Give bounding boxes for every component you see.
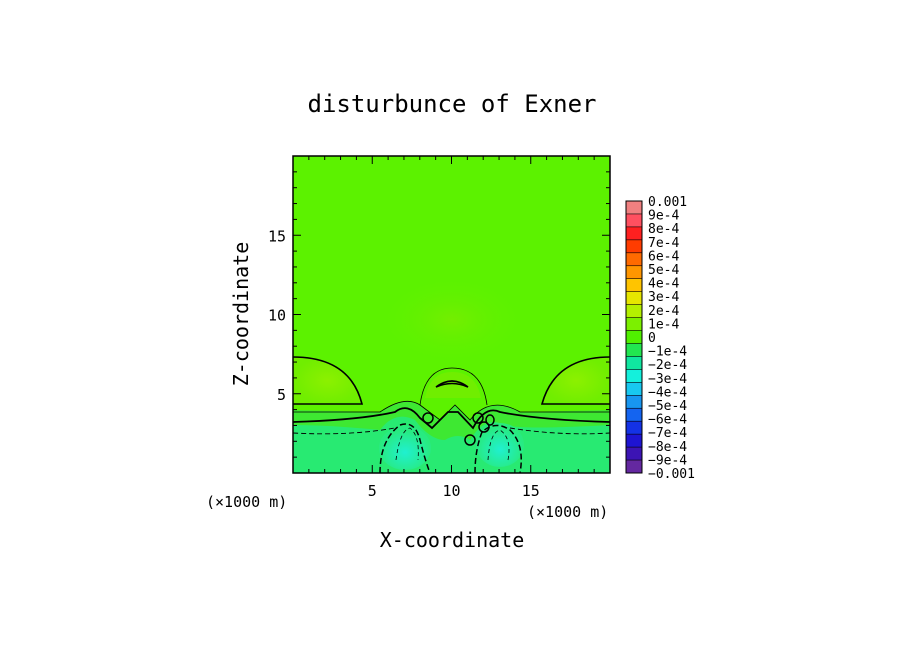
colorbar-label: −9e-4 (648, 453, 687, 468)
colorbar-label: 6e-4 (648, 249, 679, 264)
colorbar-swatch (626, 252, 642, 267)
y-tick-label: 15 (268, 227, 286, 245)
contour-line (293, 356, 364, 405)
contour-line (293, 400, 610, 421)
x-unit-label: (×1000 m) (206, 493, 287, 511)
contour-line (472, 412, 484, 424)
colorbar-label: 0 (648, 331, 656, 346)
contour-line (293, 427, 610, 435)
left-negative-cell (379, 426, 431, 470)
right-positive-lobe (542, 357, 610, 404)
colorbar-label: −2e-4 (648, 358, 687, 373)
colorbar-swatch (626, 330, 642, 344)
x-tick-label: 10 (442, 482, 460, 500)
colorbar-swatch (626, 278, 642, 293)
colorbar-label: −3e-4 (648, 372, 687, 387)
colorbar-label: 4e-4 (648, 277, 679, 292)
contour-line (435, 380, 469, 388)
colorbar-label: 9e-4 (648, 209, 679, 224)
colorbar-swatch (626, 369, 642, 383)
x-tick-labels: 5 10 15 (368, 482, 540, 500)
colorbar (626, 201, 642, 474)
y-tick-label: 10 (268, 307, 286, 325)
contour-line (419, 367, 488, 406)
left-positive-lobe (293, 357, 362, 404)
colorbar-swatch (626, 201, 642, 215)
colorbar-label: −0.001 (648, 467, 695, 482)
x-tick-label: 15 (522, 482, 540, 500)
colorbar-swatch (626, 434, 642, 448)
colorbar-label: −7e-4 (648, 426, 687, 441)
colorbar-label: 0.001 (648, 195, 687, 210)
colorbar-label: 1e-4 (648, 317, 679, 332)
colorbar-swatch (626, 356, 642, 370)
x-tick-label: 5 (368, 482, 377, 500)
colorbar-swatch (626, 460, 642, 474)
colorbar-label: −1e-4 (648, 345, 687, 360)
colorbar-swatch (626, 226, 642, 241)
colorbar-swatch (626, 239, 642, 254)
contour-line (422, 412, 434, 424)
colorbar-swatch (626, 421, 642, 435)
colorbar-swatch (626, 213, 642, 228)
colorbar-label: 3e-4 (648, 290, 679, 305)
colorbar-swatch (626, 304, 642, 319)
y-tick-labels: 5 10 15 (268, 227, 286, 404)
axis-ticks (293, 156, 610, 473)
colorbar-swatch (626, 382, 642, 396)
right-negative-cell (476, 423, 524, 467)
upper-positive-lobe (377, 275, 527, 365)
colorbar-swatch (626, 447, 642, 461)
colorbar-swatch (626, 343, 642, 357)
colorbar-labels: 0.0019e-48e-47e-46e-45e-44e-43e-42e-41e-… (648, 195, 695, 482)
contour-line (395, 427, 419, 461)
z-unit-label: (×1000 m) (527, 503, 608, 521)
colorbar-label: 2e-4 (648, 304, 679, 319)
colorbar-label: 7e-4 (648, 236, 679, 251)
colorbar-swatch (626, 265, 642, 280)
colorbar-label: 5e-4 (648, 263, 679, 278)
chart-title: disturbunce of Exner (308, 90, 597, 118)
colorbar-swatch (626, 395, 642, 409)
y-axis-label: Z-coordinate (229, 242, 253, 387)
colorbar-label: −6e-4 (648, 413, 687, 428)
colorbar-label: −4e-4 (648, 385, 687, 400)
colorbar-swatch (626, 408, 642, 422)
contour-line (379, 423, 431, 473)
contour-line (464, 434, 476, 446)
contour-line (540, 356, 610, 405)
colorbar-swatch (626, 291, 642, 306)
colorbar-label: −8e-4 (648, 440, 687, 455)
y-tick-label: 5 (277, 386, 286, 404)
contour-field (293, 156, 610, 473)
contour-line (474, 424, 522, 473)
central-bump-inner (425, 372, 481, 398)
colorbar-label: −5e-4 (648, 399, 687, 414)
contour-line (485, 414, 495, 426)
colorbar-frame (625, 200, 643, 474)
x-axis-label: X-coordinate (380, 528, 525, 552)
colorbar-label: 8e-4 (648, 222, 679, 237)
colorbar-swatch (626, 317, 642, 332)
